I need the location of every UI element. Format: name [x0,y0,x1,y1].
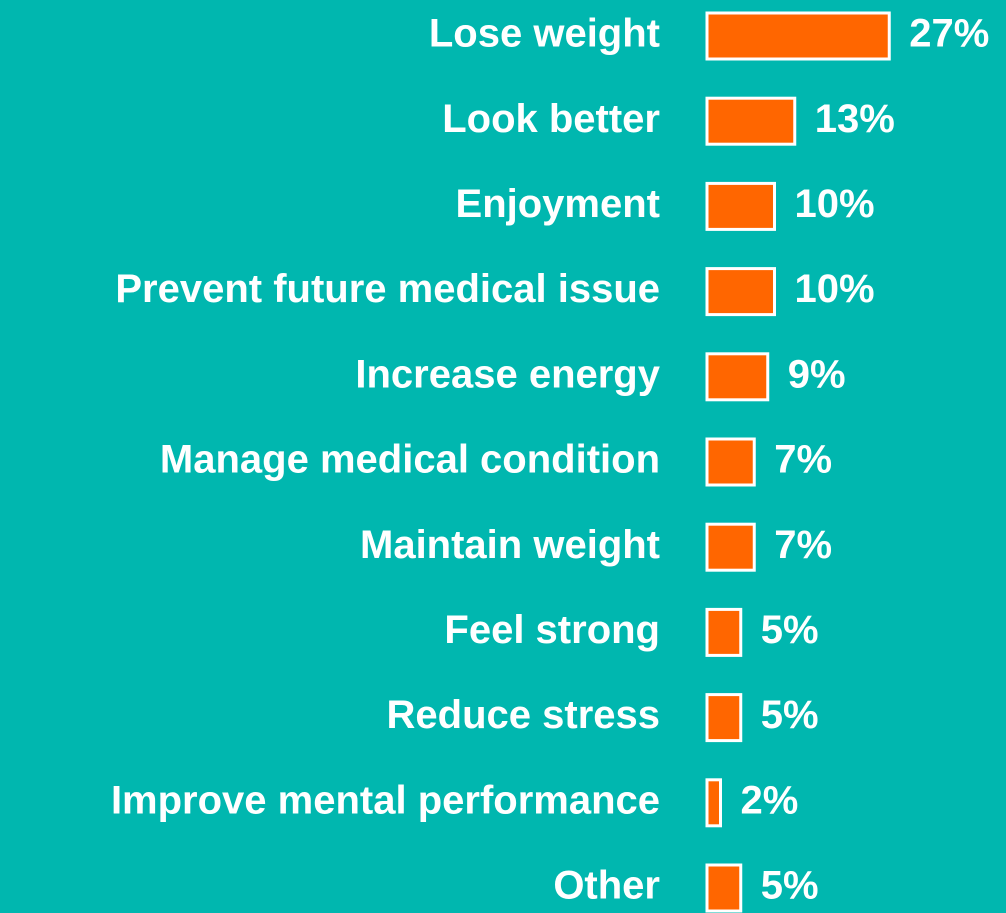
bar [705,267,776,317]
value-label: 2% [741,778,799,822]
category-label: Improve mental performance [111,778,660,822]
category-label: Manage medical condition [160,438,660,482]
bar [705,863,743,913]
category-label: Enjoyment [456,182,660,226]
bar [705,437,756,487]
value-label: 5% [761,864,819,908]
category-label: Other [553,864,660,908]
value-label: 5% [761,693,819,737]
category-label: Prevent future medical issue [115,267,660,311]
value-label: 13% [815,97,895,141]
value-label: 10% [795,267,875,311]
bar [705,11,891,61]
value-label: 7% [774,523,832,567]
value-label: 5% [761,608,819,652]
value-label: 27% [909,12,989,56]
category-label: Maintain weight [360,523,660,567]
category-label: Lose weight [429,12,660,56]
bar [705,778,722,828]
bar [705,693,743,743]
category-label: Look better [442,97,660,141]
bar [705,96,797,146]
bar [705,607,743,657]
category-label: Reduce stress [387,693,660,737]
value-label: 10% [795,182,875,226]
category-label: Feel strong [444,608,660,652]
bar [705,181,776,231]
bar [705,522,756,572]
value-label: 9% [788,352,846,396]
category-label: Increase energy [355,352,660,396]
bar [705,352,770,402]
value-label: 7% [774,438,832,482]
